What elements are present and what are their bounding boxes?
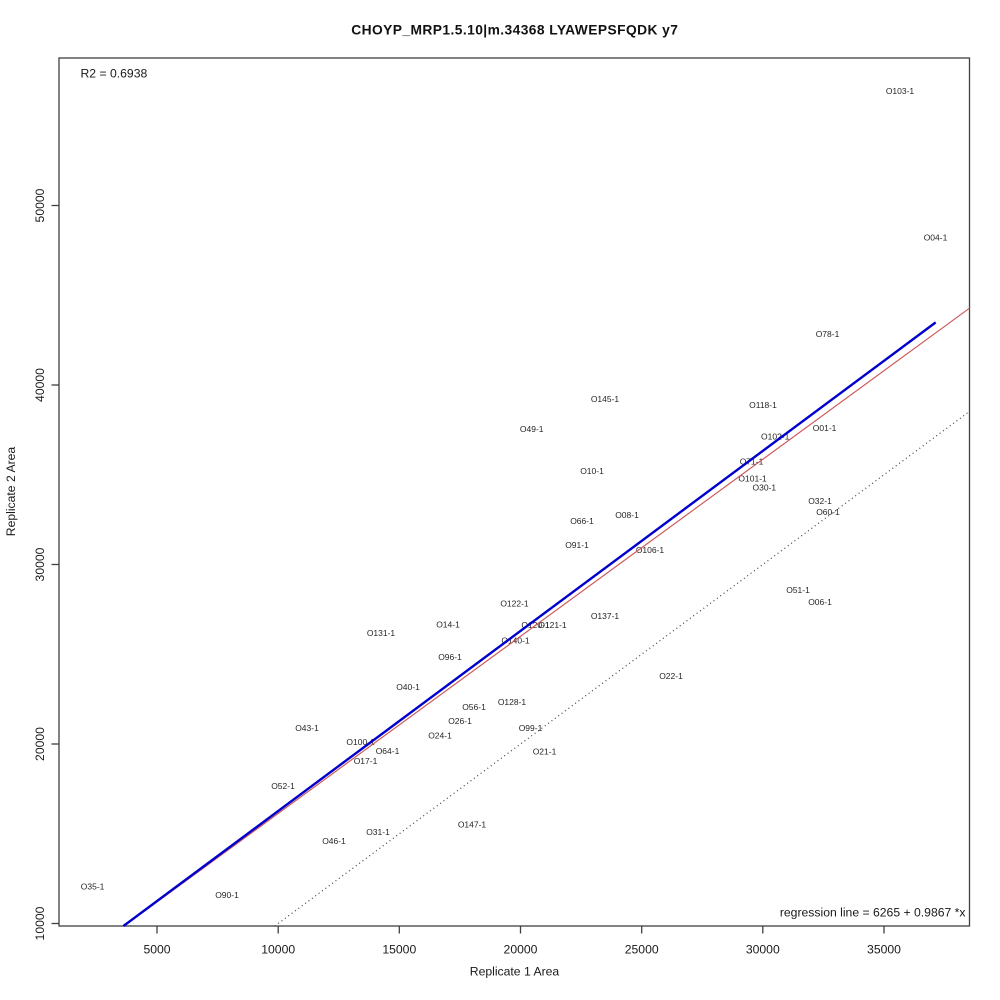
- svg-text:O128-1: O128-1: [498, 697, 527, 707]
- svg-text:O08-1: O08-1: [615, 510, 639, 520]
- svg-text:30000: 30000: [746, 943, 780, 957]
- svg-text:O26-1: O26-1: [448, 716, 472, 726]
- svg-text:O52-1: O52-1: [271, 781, 295, 791]
- svg-text:O99-1: O99-1: [519, 723, 543, 733]
- svg-text:Replicate 1 Area: Replicate 1 Area: [470, 965, 560, 979]
- svg-text:50000: 50000: [33, 188, 47, 222]
- svg-text:10000: 10000: [261, 943, 295, 957]
- svg-text:O66-1: O66-1: [570, 516, 594, 526]
- svg-text:O91-1: O91-1: [565, 540, 589, 550]
- svg-text:O49-1: O49-1: [520, 424, 544, 434]
- svg-text:40000: 40000: [33, 368, 47, 402]
- svg-text:10000: 10000: [33, 906, 47, 940]
- svg-text:O96-1: O96-1: [438, 652, 462, 662]
- svg-text:5000: 5000: [143, 943, 170, 957]
- svg-text:O17-1: O17-1: [354, 756, 378, 766]
- svg-text:O131-1: O131-1: [367, 628, 396, 638]
- svg-text:O01-1: O01-1: [813, 423, 837, 433]
- svg-text:O102-1: O102-1: [761, 432, 790, 442]
- svg-text:O64-1: O64-1: [376, 746, 400, 756]
- svg-text:O60-1: O60-1: [816, 507, 840, 517]
- svg-text:O71-1: O71-1: [740, 457, 764, 467]
- svg-text:35000: 35000: [867, 943, 901, 957]
- svg-text:O103-1: O103-1: [886, 86, 915, 96]
- svg-text:CHOYP_MRP1.5.10|m.34368 LYAWEP: CHOYP_MRP1.5.10|m.34368 LYAWEPSFQDK y7: [351, 22, 678, 37]
- svg-text:O56-1: O56-1: [462, 702, 486, 712]
- svg-text:15000: 15000: [382, 943, 416, 957]
- svg-text:O137-1: O137-1: [591, 611, 620, 621]
- svg-text:O14-1: O14-1: [436, 620, 460, 630]
- svg-text:regression line = 6265 + 0.986: regression line = 6265 + 0.9867 *x: [780, 906, 966, 920]
- svg-text:O106-1: O106-1: [636, 545, 665, 555]
- svg-text:Replicate 2 Area: Replicate 2 Area: [4, 447, 18, 537]
- svg-text:O90-1: O90-1: [215, 890, 239, 900]
- svg-text:O147-1: O147-1: [458, 819, 487, 829]
- svg-text:O21-1: O21-1: [533, 747, 557, 757]
- svg-text:O121-1: O121-1: [538, 620, 567, 630]
- svg-text:O24-1: O24-1: [428, 731, 452, 741]
- svg-text:O06-1: O06-1: [808, 597, 832, 607]
- svg-text:O43-1: O43-1: [295, 723, 319, 733]
- svg-text:30000: 30000: [33, 547, 47, 581]
- svg-text:O31-1: O31-1: [366, 827, 390, 837]
- svg-text:20000: 20000: [504, 943, 538, 957]
- svg-text:25000: 25000: [625, 943, 659, 957]
- svg-text:O10-1: O10-1: [580, 466, 604, 476]
- svg-text:O145-1: O145-1: [591, 394, 620, 404]
- svg-text:O118-1: O118-1: [749, 400, 777, 410]
- svg-text:O51-1: O51-1: [786, 585, 810, 595]
- svg-text:O32-1: O32-1: [808, 496, 832, 506]
- svg-text:O122-1: O122-1: [500, 599, 529, 609]
- svg-text:O100-1: O100-1: [346, 737, 375, 747]
- svg-text:O04-1: O04-1: [924, 233, 948, 243]
- svg-text:20000: 20000: [33, 727, 47, 761]
- svg-text:O30-1: O30-1: [752, 483, 776, 493]
- svg-text:O101-1: O101-1: [738, 473, 767, 483]
- svg-text:O22-1: O22-1: [659, 671, 683, 681]
- svg-text:O40-1: O40-1: [396, 682, 420, 692]
- svg-text:O46-1: O46-1: [322, 836, 346, 846]
- svg-text:O78-1: O78-1: [816, 329, 840, 339]
- svg-text:O35-1: O35-1: [81, 882, 105, 892]
- svg-text:R2 = 0.6938: R2 = 0.6938: [81, 67, 148, 81]
